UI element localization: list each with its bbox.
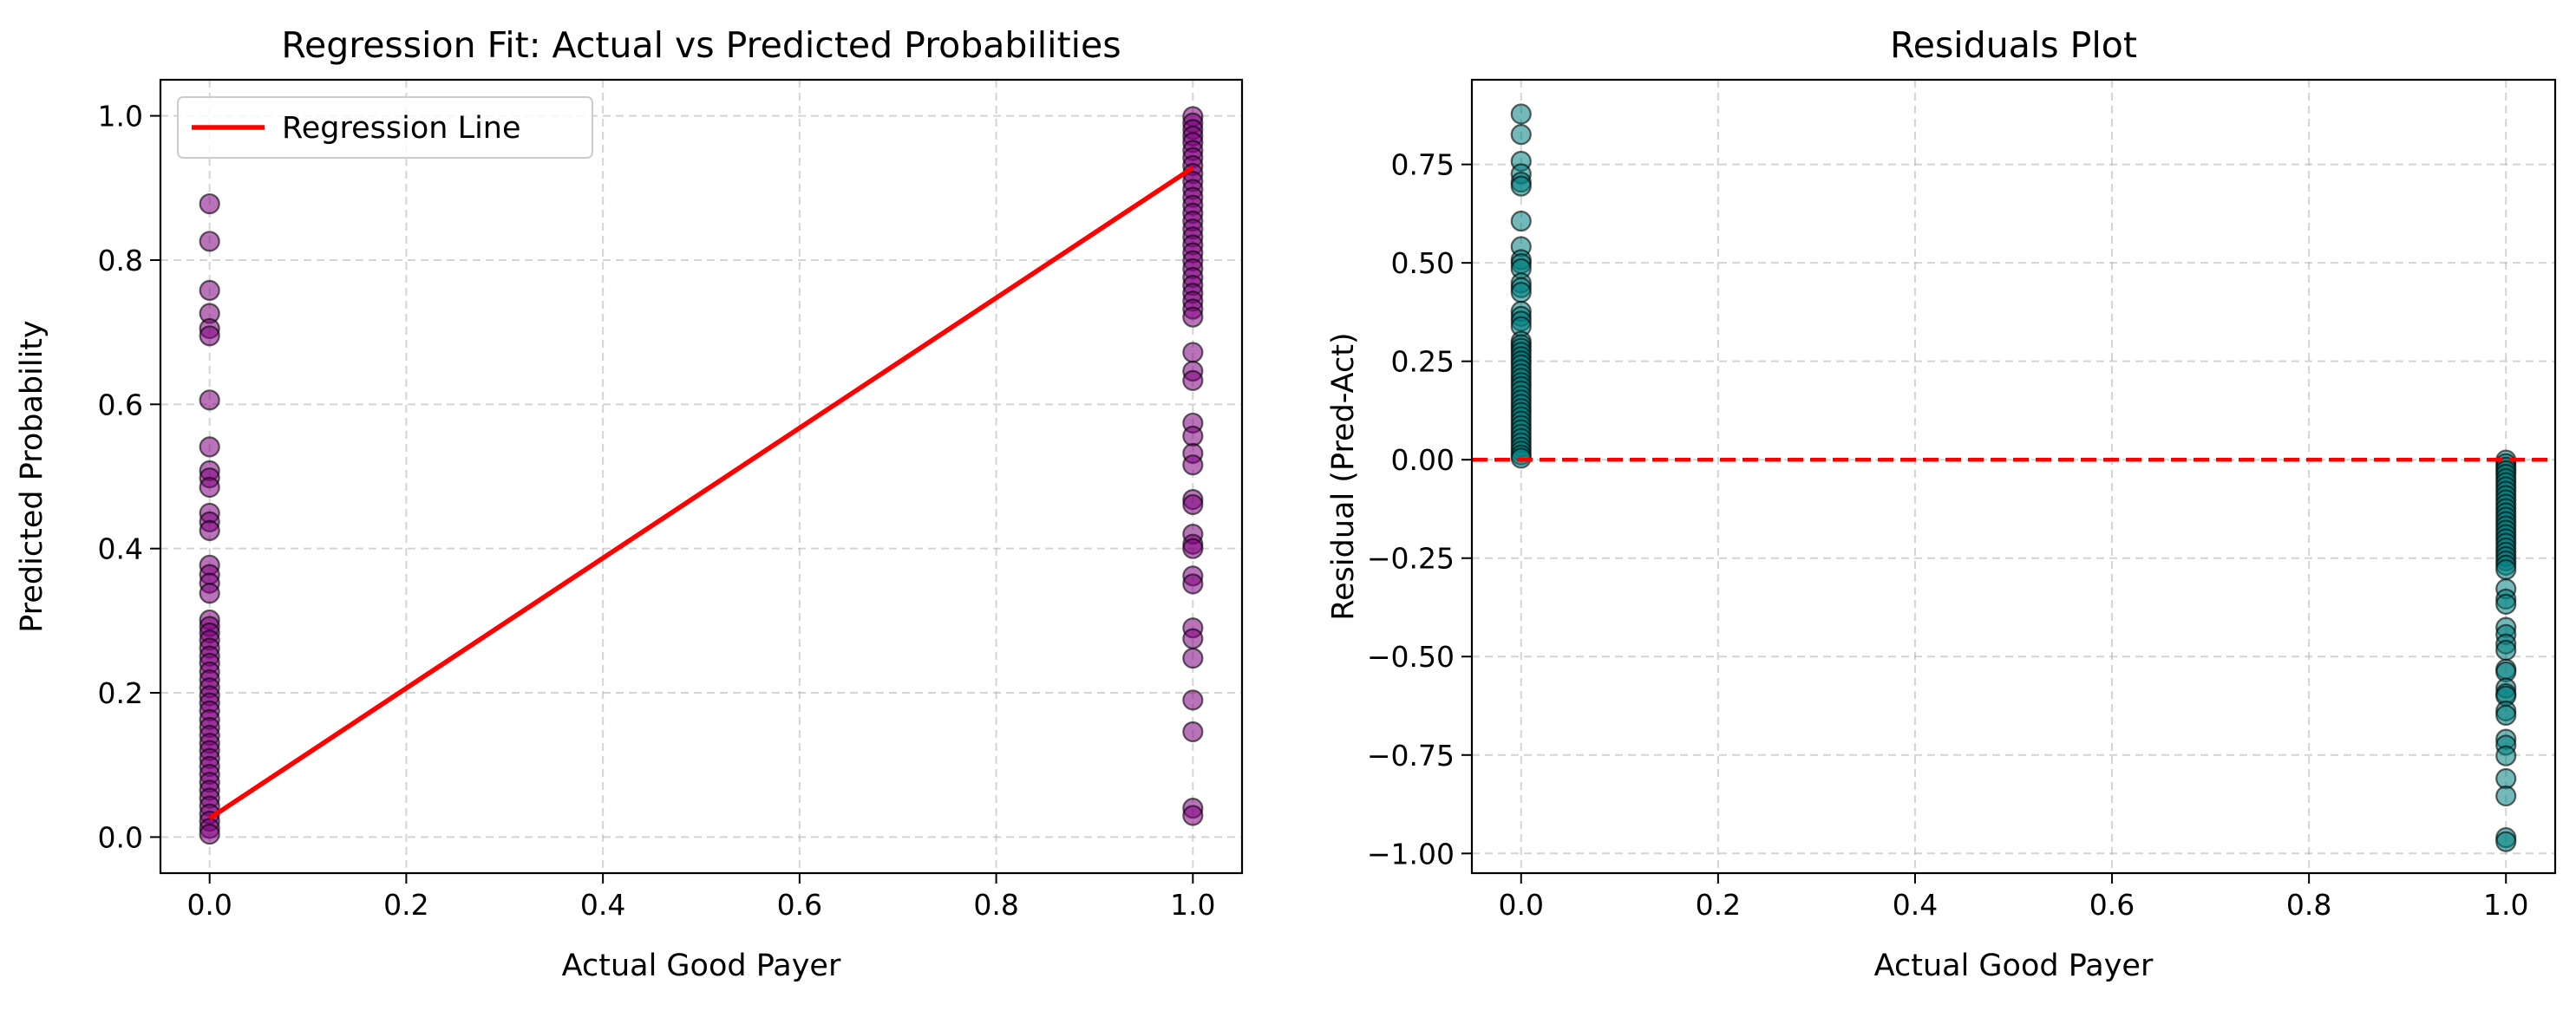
y-tick-label: 0.2 [98,676,143,710]
scatter-point [199,279,220,301]
scatter-point [1182,628,1204,649]
y-tick-label: 0.25 [1391,345,1455,379]
y-axis-label: Predicted Probability [15,320,49,632]
scatter-point [199,389,220,411]
y-tick-label: 0.6 [98,388,143,421]
y-tick-label: −0.25 [1367,542,1455,576]
x-tick-label: 0.2 [383,888,428,922]
y-tick-label: −0.50 [1367,640,1455,674]
data-marks [199,106,1204,845]
scatter-point [1182,369,1204,391]
axes-frame [159,78,1244,875]
data-marks [1472,103,2555,852]
chart-title: Regression Fit: Actual vs Predicted Prob… [281,24,1121,66]
scatter-point [1510,282,1532,303]
y-tick-label: −1.00 [1367,837,1455,871]
scatter-point [199,823,220,845]
scatter-point [199,436,220,458]
scatter-point [1182,425,1204,447]
y-tick-label: 0.8 [98,244,143,277]
legend-label-regression-line: Regression Line [282,111,521,146]
x-tick-label: 0.4 [580,888,625,922]
x-tick-label: 0.6 [777,888,822,922]
scatter-point [1182,493,1204,516]
axes-frame [1470,78,2557,875]
x-tick-label: 0.4 [1893,888,1938,922]
scatter-point [1510,103,1532,125]
scatter-point [1182,648,1204,669]
x-tick-label: 1.0 [1170,888,1215,922]
scatter-point [199,231,220,252]
y-tick-label: 0.75 [1391,148,1455,182]
scatter-point [2495,831,2517,852]
scatter-point [2495,558,2517,580]
y-ticks: 0.0 0.2 0.4 0.6 0.8 1.0 [98,100,160,854]
scatter-point [2495,593,2517,615]
x-tick-label: 0.0 [1499,888,1544,922]
scatter-point [1182,721,1204,743]
x-tick-label: 0.2 [1696,888,1741,922]
scatter-point [199,519,220,541]
regression-fit-panel: 0.0 0.2 0.4 0.6 0.8 1.0 0.0 0.2 0.4 0.6 0.8 1.0 Re… [15,24,1244,983]
scatter-point [1182,538,1204,559]
legend: Regression Line [177,96,593,159]
y-tick-label: 1.0 [98,100,143,134]
y-axis-label: Residual (Pred-Act) [1326,332,1361,620]
x-axis-label: Actual Good Payer [562,949,841,983]
scatter-point [1182,573,1204,595]
y-tick-label: 0.0 [98,820,143,854]
y-tick-label: −0.75 [1367,739,1455,773]
scatter-point [2495,745,2517,766]
scatter-point [1510,210,1532,232]
scatter-point [199,192,220,215]
x-ticks: 0.0 0.2 0.4 0.6 0.8 1.0 [1499,873,2528,922]
y-ticks: 0.75 0.50 0.25 0.00 −0.25 −0.50 −0.75 −1.00 [1367,148,1472,871]
x-axis-label: Actual Good Payer [1874,949,2154,983]
x-tick-label: 0.0 [186,888,232,922]
scatter-point [1182,306,1204,328]
scatter-point [199,476,220,499]
scatter-point [2495,785,2517,807]
scatter-point [1182,805,1204,826]
residuals-panel: 0.0 0.2 0.4 0.6 0.8 1.0 0.75 0.50 0.25 0.00 −0.25… [1326,24,2557,983]
scatter-point [1182,689,1204,711]
scatter-point [199,325,220,347]
chart-title: Residuals Plot [1890,24,2137,66]
scatter-point [2495,704,2517,727]
y-tick-label: 0.50 [1391,246,1455,280]
scatter-point [199,583,220,604]
x-tick-label: 0.8 [2286,888,2331,922]
y-tick-label: 0.4 [98,532,143,566]
legend-box [177,96,593,159]
y-tick-label: 0.00 [1391,443,1455,477]
x-tick-label: 1.0 [2483,888,2528,922]
scatter-point [1182,454,1204,476]
scatter-point [1510,175,1532,197]
x-ticks: 0.0 0.2 0.4 0.6 0.8 1.0 [186,873,1216,922]
scatter-point [2495,639,2517,662]
x-tick-label: 0.6 [2089,888,2135,922]
regression-line [208,166,1194,821]
scatter-point [2495,767,2517,790]
x-tick-label: 0.8 [973,888,1018,922]
scatter-point [1510,124,1532,146]
scatter-point [1182,342,1204,363]
